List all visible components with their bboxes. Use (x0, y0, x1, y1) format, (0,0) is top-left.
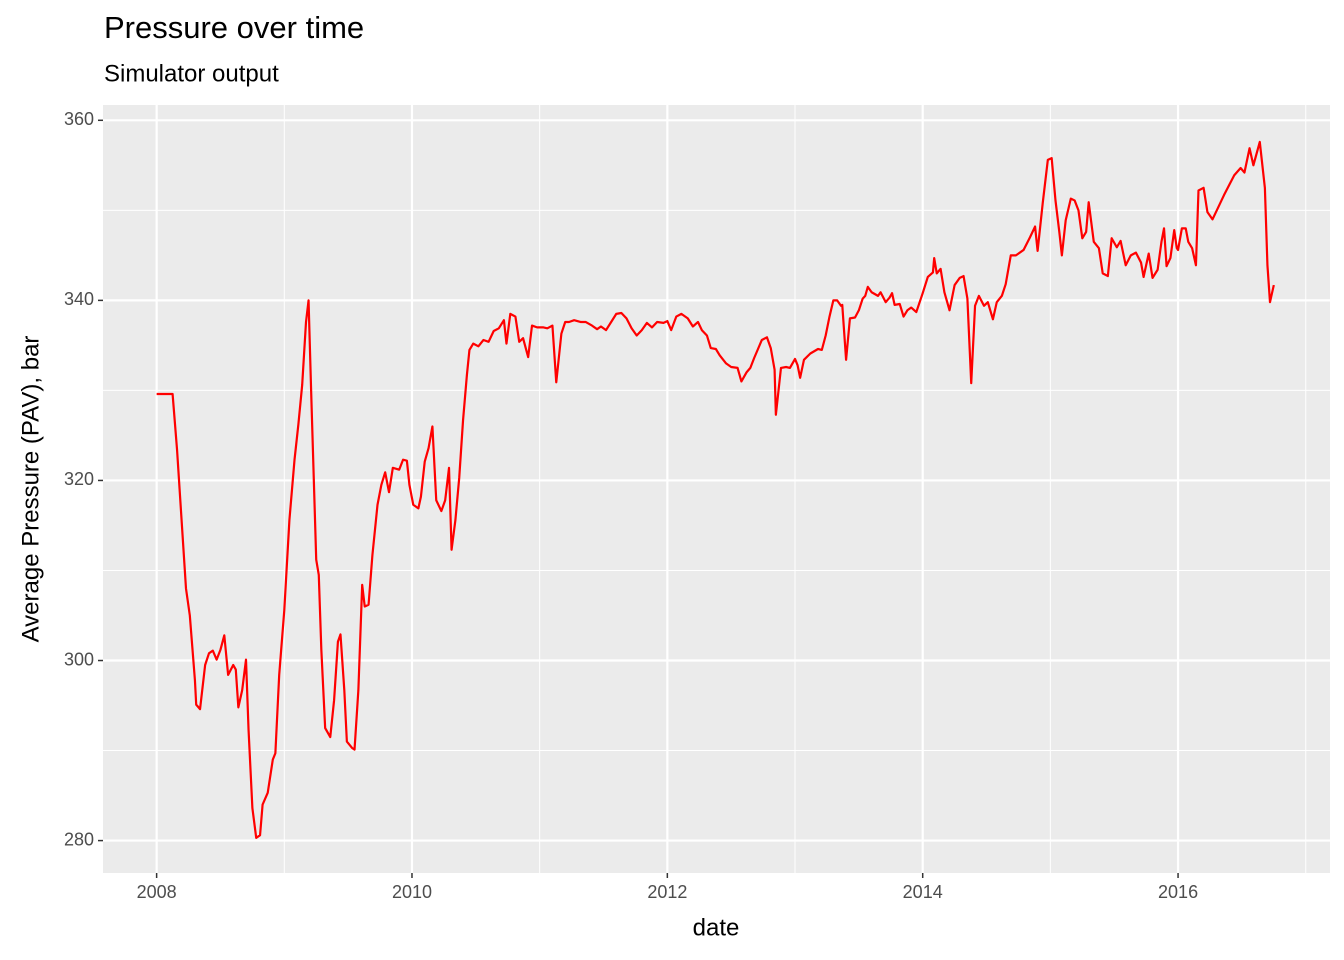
plot-background (103, 105, 1330, 873)
y-tick-label: 300 (64, 649, 94, 669)
x-tick-label: 2008 (137, 882, 177, 902)
y-axis-title: Average Pressure (PAV), bar (17, 336, 44, 643)
x-tick-label: 2014 (903, 882, 943, 902)
chart-subtitle: Simulator output (104, 60, 279, 87)
y-tick-label: 360 (64, 109, 94, 129)
x-tick-label: 2012 (647, 882, 687, 902)
y-tick-label: 320 (64, 469, 94, 489)
y-tick-label: 340 (64, 289, 94, 309)
data-line (156, 140, 1275, 839)
x-tick-label: 2010 (392, 882, 432, 902)
x-axis-title: date (693, 914, 740, 941)
x-tick-label: 2016 (1158, 882, 1198, 902)
y-tick-label: 280 (64, 829, 94, 849)
chart-title: Pressure over time (104, 10, 364, 45)
